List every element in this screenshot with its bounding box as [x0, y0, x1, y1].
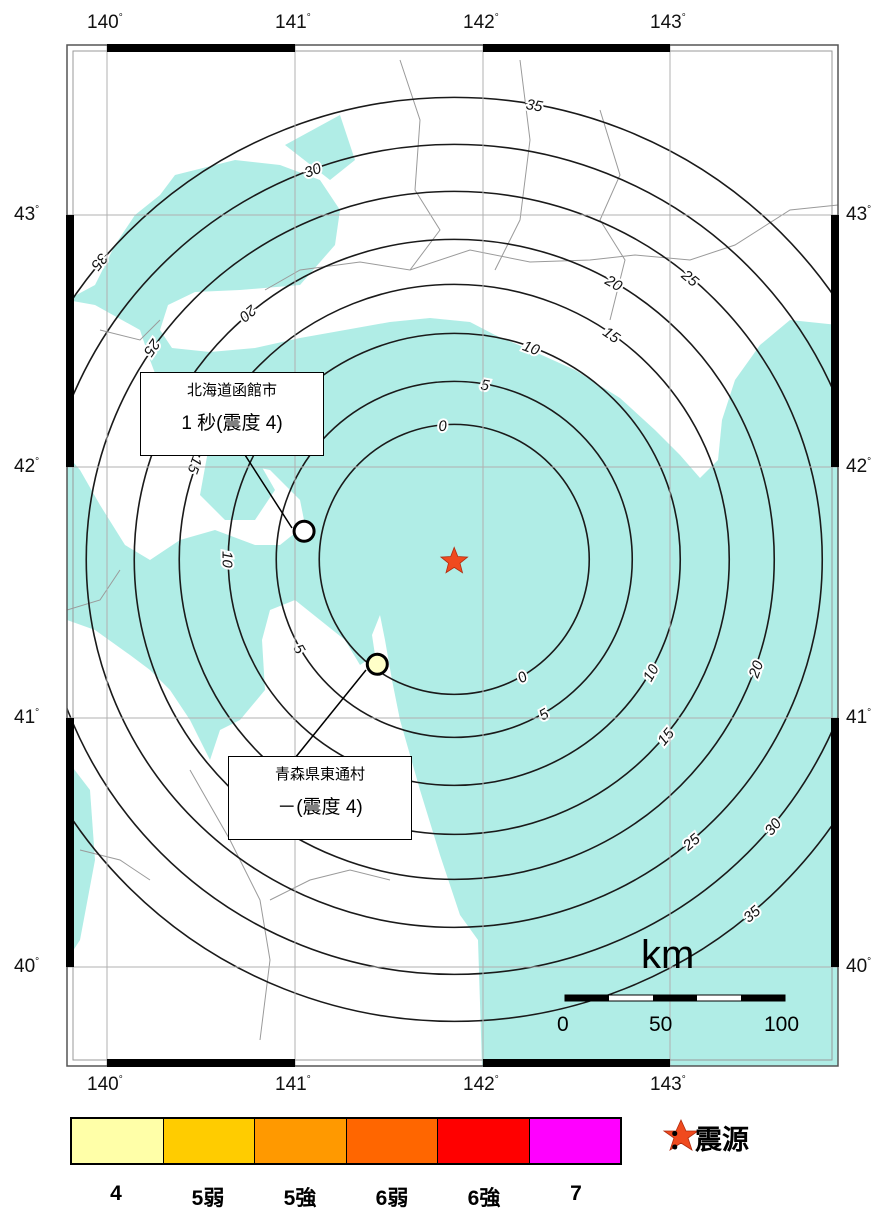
lat-tick-left-40: 40° — [14, 956, 40, 977]
contour-30 — [67, 143, 838, 976]
map-frame — [66, 44, 839, 1067]
station-marker-hakodate[interactable] — [292, 519, 316, 543]
contour-25 — [85, 190, 824, 929]
lon-tick-bottom-140: 140° — [87, 1074, 123, 1095]
legend-label: 5弱 — [191, 1187, 225, 1210]
contour-0 — [318, 423, 591, 696]
lon-tick-top-143: 143° — [650, 12, 686, 33]
lat-tick-right-41: 41° — [846, 707, 872, 728]
station-callout-hakodate: 北海道函館市 1 秒(震度 4) — [140, 372, 324, 456]
legend-label: 5強 — [283, 1187, 317, 1210]
station-marker-higashidori[interactable] — [365, 652, 389, 676]
intensity-legend — [70, 1117, 622, 1165]
scale-label-100: 100 — [764, 1013, 800, 1036]
station-callout-higashidori: 青森県東通村 －(震度 4) — [228, 756, 412, 840]
contour-label-10: 10 — [218, 551, 235, 568]
lon-tick-bottom-142: 142° — [463, 1074, 499, 1095]
lat-tick-right-42: 42° — [846, 456, 872, 477]
lat-tick-right-40: 40° — [846, 956, 872, 977]
legend-label: 7 — [570, 1182, 582, 1205]
legend-swatch-4 — [72, 1119, 164, 1163]
station-detail: 1 秒(震度 4) — [181, 413, 283, 434]
lon-tick-top-141: 141° — [275, 12, 311, 33]
legend-swatch-5-lower — [163, 1119, 255, 1163]
lon-tick-top-142: 142° — [463, 12, 499, 33]
station-detail: －(震度 4) — [277, 797, 363, 818]
scale-label-0: 0 — [557, 1013, 569, 1036]
legend-swatch-5-upper — [255, 1119, 347, 1163]
contour-label-35: 35 — [525, 96, 545, 116]
legend-label: 6強 — [467, 1187, 501, 1210]
epicenter-star-icon — [439, 546, 469, 574]
lon-tick-top-140: 140° — [87, 12, 123, 33]
contour-20 — [133, 238, 776, 881]
contour-35 — [67, 96, 838, 1023]
lon-tick-bottom-143: 143° — [650, 1074, 686, 1095]
lat-tick-left-42: 42° — [14, 456, 40, 477]
frame-bars — [66, 44, 839, 1067]
contour-10 — [227, 332, 682, 787]
lat-tick-left-43: 43° — [14, 204, 40, 225]
scale-unit: km — [641, 933, 695, 977]
epicenter-legend-label: ：震源 — [668, 1125, 749, 1155]
callout-leader-2 — [294, 669, 367, 759]
legend-swatch-6-upper — [438, 1119, 530, 1163]
station-name: 青森県東通村 — [274, 766, 365, 783]
contour-labels: 0055510101015151520202025252530303035353… — [67, 94, 788, 928]
scale-bar — [564, 994, 786, 1002]
graticule — [67, 45, 838, 1066]
lon-tick-bottom-141: 141° — [275, 1074, 311, 1095]
lat-tick-right-43: 43° — [846, 204, 872, 225]
legend-star-icon — [662, 1119, 700, 1151]
scale-label-50: 50 — [649, 1013, 673, 1036]
legend-swatch-6-lower — [346, 1119, 438, 1163]
legend-label: 6弱 — [375, 1187, 409, 1210]
legend-swatch-7 — [529, 1119, 620, 1163]
contour-15 — [178, 283, 731, 836]
contour-5 — [275, 380, 634, 739]
callout-leader-1 — [244, 454, 293, 529]
station-name: 北海道函館市 — [186, 382, 277, 399]
legend-label: 4 — [110, 1182, 122, 1205]
prefecture-borders — [67, 59, 838, 1041]
contour-lines — [67, 96, 838, 1023]
lat-tick-left-41: 41° — [14, 707, 40, 728]
